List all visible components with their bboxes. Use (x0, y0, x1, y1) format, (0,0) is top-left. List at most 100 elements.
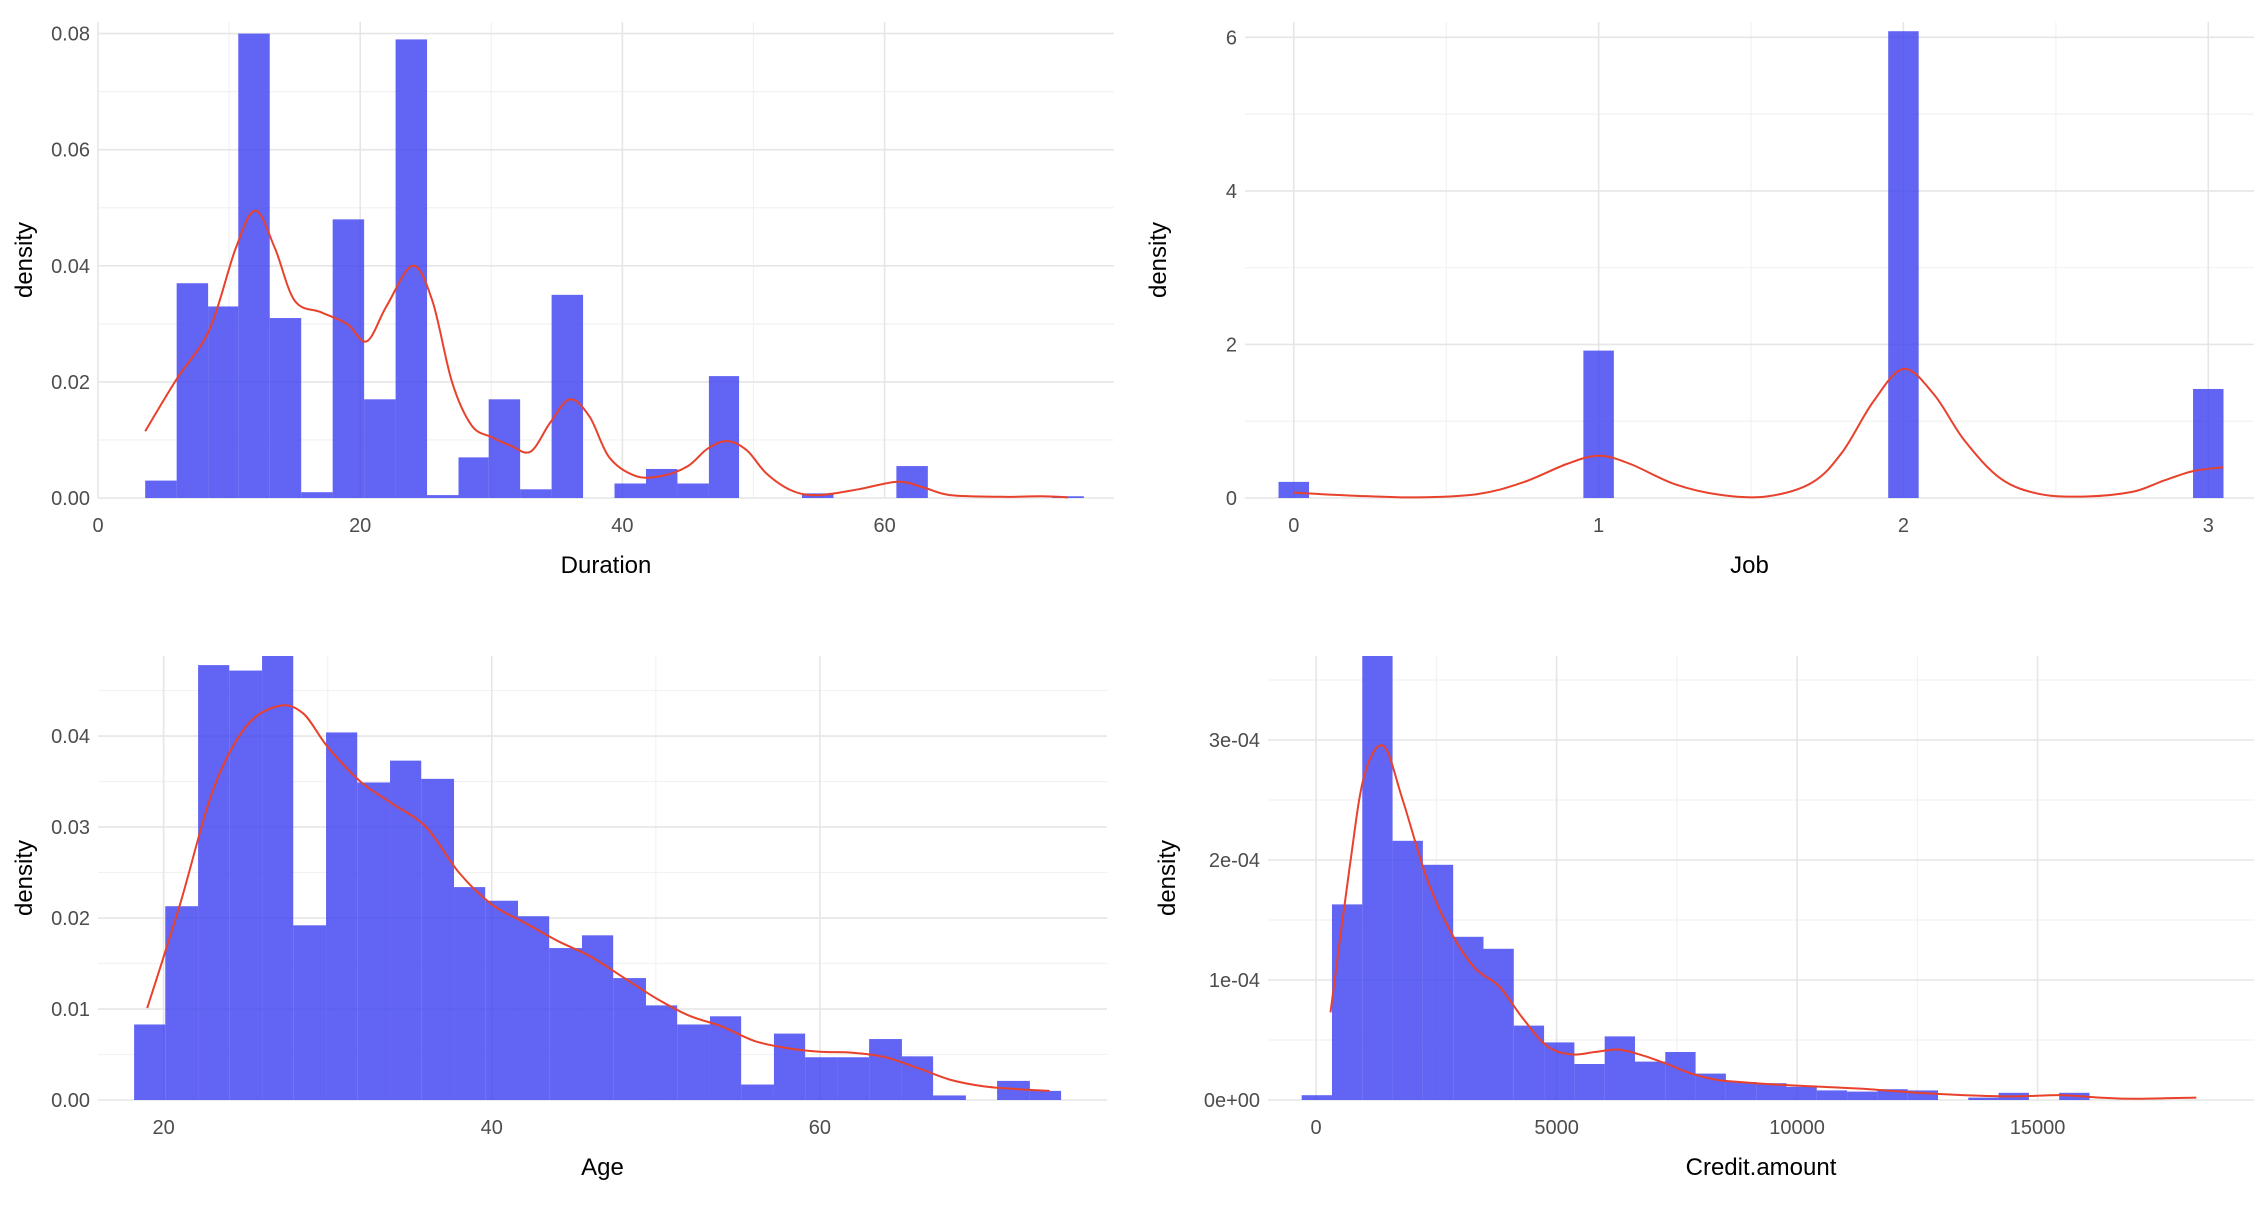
x-tick-label: 20 (349, 515, 371, 537)
y-tick-label: 3e-04 (1209, 730, 1260, 752)
x-tick-label: 0 (1311, 1117, 1322, 1139)
histogram-bar (364, 399, 396, 498)
histogram-bar (1392, 840, 1423, 1100)
histogram-bar (176, 283, 209, 498)
x-tick-label: 0 (92, 515, 103, 537)
density-curve (144, 209, 1069, 499)
x-tick-label: 5000 (1534, 1117, 1579, 1139)
histogram-bar (551, 294, 584, 498)
x-tick-label: 60 (809, 1117, 831, 1139)
histogram-bar (837, 1057, 870, 1100)
x-axis-title: Credit.amount (1686, 1154, 1837, 1181)
duration-panel: 0 20 40 60 0.00 0.02 0.04 0.06 0.08 Duration densi… (11, 22, 1114, 579)
histogram-bar (1453, 936, 1484, 1100)
y-tick-label: 0.06 (51, 140, 90, 162)
x-tick-label: 40 (481, 1117, 503, 1139)
histogram-bar (2193, 388, 2224, 498)
y-tick-label: 6 (1226, 27, 1237, 49)
histogram-bar (901, 1056, 934, 1100)
x-tick-label: 2 (1898, 515, 1909, 537)
histogram-bar (301, 492, 333, 498)
histogram-bar (208, 306, 239, 498)
x-tick-label: 3 (2203, 515, 2214, 537)
histogram-bar (1877, 1089, 1908, 1100)
histogram-bar (549, 948, 582, 1100)
histogram-bar (1483, 948, 1514, 1100)
y-tick-label: 0.00 (51, 1090, 90, 1112)
x-tick-label: 0 (1288, 515, 1299, 537)
y-tick-label: 0.04 (51, 726, 90, 748)
histogram-bar (269, 318, 302, 498)
credit-panel: 0 5000 10000 15000 0e+00 1e-04 2e-04 3e-04 Credi… (1154, 656, 2254, 1181)
histogram-bar (1634, 1061, 1666, 1100)
y-tick-label: 4 (1226, 181, 1237, 203)
histogram-bar (709, 1016, 742, 1100)
y-tick-label: 0.04 (51, 256, 90, 278)
histogram-bar (421, 778, 455, 1100)
x-axis-title: Duration (561, 552, 652, 579)
histogram-bar (1665, 1052, 1696, 1100)
histogram-bar (1907, 1090, 1938, 1100)
histogram-bar (458, 457, 489, 498)
histogram-bar (332, 219, 365, 499)
histogram-bar (741, 1084, 774, 1100)
x-tick-label: 60 (873, 515, 895, 537)
y-tick-label: 0 (1226, 488, 1237, 510)
x-tick-label: 40 (611, 515, 633, 537)
y-tick-label: 0.08 (51, 24, 90, 46)
histogram-bar (708, 376, 740, 498)
y-tick-label: 0.01 (51, 999, 90, 1021)
histogram-bar (357, 782, 391, 1100)
histogram-bar (1968, 1097, 1999, 1100)
y-tick-label: 2 (1226, 334, 1237, 356)
histogram-bar (165, 906, 199, 1100)
y-axis-title: density (1145, 222, 1172, 298)
histogram-bar (262, 656, 294, 1100)
y-axis-title: density (11, 840, 38, 916)
histogram-bar (581, 935, 614, 1100)
histogram-bar (1604, 1036, 1635, 1100)
density-curve (1329, 744, 2197, 1100)
job-panel: 0 1 2 3 0 2 4 6 Job density (1145, 22, 2254, 579)
x-tick-label: 10000 (1769, 1117, 1825, 1139)
x-tick-label: 15000 (2010, 1117, 2066, 1139)
histogram-bar (933, 1095, 966, 1100)
histogram-bar (677, 1024, 710, 1100)
x-tick-label: 20 (153, 1117, 175, 1139)
y-tick-label: 1e-04 (1209, 970, 1260, 992)
histogram-bar (1847, 1091, 1878, 1100)
histogram-bar (395, 39, 428, 498)
histogram-bar (1362, 656, 1393, 1100)
histogram-bar (485, 900, 519, 1100)
age-panel: 20 40 60 0.00 0.01 0.02 0.03 0.04 Age density (11, 656, 1107, 1181)
histogram-bar (238, 33, 270, 499)
histogram-bar (134, 1024, 166, 1100)
histogram-bar (869, 1039, 902, 1100)
y-tick-label: 2e-04 (1209, 850, 1260, 872)
histogram-bar (145, 480, 177, 498)
histogram-bar (1888, 31, 1919, 499)
y-tick-label: 0e+00 (1204, 1090, 1260, 1112)
histogram-bar (1583, 350, 1614, 498)
x-tick-label: 1 (1593, 515, 1604, 537)
histogram-bar (198, 665, 230, 1100)
histogram-bar (613, 978, 646, 1100)
histogram-bar (1756, 1083, 1787, 1100)
histogram-bar (1786, 1086, 1817, 1100)
y-tick-label: 0.02 (51, 908, 90, 930)
histogram-bar (997, 1080, 1030, 1100)
histogram-bar (1725, 1082, 1757, 1100)
histogram-bar (1816, 1090, 1848, 1100)
histogram-bar (229, 670, 263, 1100)
histogram-bar (677, 483, 709, 498)
histogram-bar (454, 887, 486, 1100)
x-axis-title: Job (1730, 552, 1769, 579)
y-axis-title: density (1154, 840, 1181, 916)
histogram-bar (520, 489, 552, 498)
y-tick-label: 0.00 (51, 488, 90, 510)
x-axis-title: Age (581, 1154, 624, 1181)
histogram-bar (1422, 864, 1454, 1100)
histogram-bar (614, 483, 646, 498)
histogram-bar (1574, 1064, 1605, 1100)
